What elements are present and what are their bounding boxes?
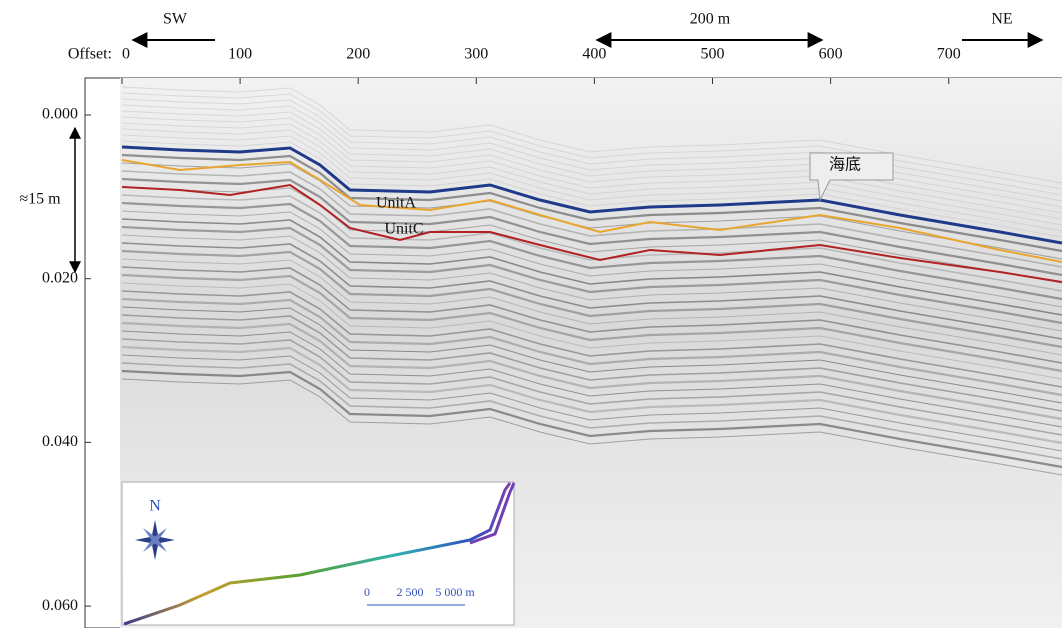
reflector — [121, 297, 1062, 397]
reflector — [121, 330, 1062, 428]
reflector — [121, 153, 1062, 253]
x-tick-label: 300 — [464, 46, 488, 63]
scale-label: 0 — [364, 585, 370, 599]
reflector — [121, 378, 1062, 476]
direction-label: NE — [991, 11, 1012, 28]
seafloor-callout — [809, 152, 894, 202]
y-tick-label: 0.040 — [42, 433, 78, 450]
unit-label: UnitA — [376, 195, 416, 212]
reflector — [121, 201, 1062, 301]
seafloor-horizon — [121, 145, 1062, 245]
x-tick-label: 200 — [346, 46, 370, 63]
reflector — [121, 314, 1062, 412]
reflector — [121, 134, 1062, 232]
reflector — [121, 170, 1062, 268]
y-tick-label: 0.000 — [42, 106, 78, 123]
reflector — [121, 249, 1062, 349]
scale-label: 2 500 — [397, 585, 424, 599]
y-tick-label: 0.060 — [42, 597, 78, 614]
scale-label: 5 000 m — [435, 585, 475, 599]
x-tick-label: 600 — [819, 46, 843, 63]
x-ticks: 0 100 200 300 400 500 600 700 — [121, 46, 961, 84]
reflector — [121, 266, 1062, 364]
reflector — [121, 338, 1062, 436]
direction-label: SW — [163, 11, 188, 28]
reflector — [121, 218, 1062, 316]
reflector — [121, 354, 1062, 452]
reflector — [121, 345, 1062, 445]
unit-label: UnitC — [384, 221, 423, 238]
reflector — [121, 282, 1062, 380]
y-tick-label: 0.020 — [42, 269, 78, 286]
north-label: N — [149, 498, 161, 515]
seafloor-label: 海底 — [829, 156, 861, 174]
x-tick-label: 0 — [122, 46, 130, 63]
x-tick-label: 500 — [701, 46, 725, 63]
reflector — [121, 258, 1062, 356]
reflector — [121, 290, 1062, 388]
scale-labels: 0 2 500 5 000 m — [364, 585, 475, 599]
reflector — [121, 273, 1062, 373]
reflector — [121, 140, 1062, 238]
unit-a-horizon — [121, 159, 1062, 263]
reflector — [121, 177, 1062, 277]
reflector — [121, 362, 1062, 460]
survey-track — [469, 482, 516, 545]
reflector — [121, 306, 1062, 404]
vertical-scale-label: ≈15 m — [19, 191, 61, 208]
reflector — [121, 369, 1062, 469]
reflector — [121, 194, 1062, 292]
survey-track — [123, 482, 512, 626]
reflector — [121, 210, 1062, 308]
x-axis-label: Offset: — [68, 46, 112, 63]
scale-label: 200 m — [690, 11, 731, 28]
x-tick-label: 700 — [937, 46, 961, 63]
y-ticks: 0.000 0.020 0.040 0.060 — [42, 106, 91, 614]
x-tick-label: 400 — [582, 46, 606, 63]
x-tick-label: 100 — [228, 46, 252, 63]
unit-c-horizon — [121, 183, 1062, 283]
reflector — [121, 234, 1062, 332]
reflector — [121, 128, 1062, 226]
reflector — [121, 225, 1062, 325]
reflector — [121, 321, 1062, 421]
reflector — [121, 122, 1062, 220]
reflector — [121, 242, 1062, 340]
reflector — [121, 86, 1062, 184]
compass — [135, 520, 175, 560]
